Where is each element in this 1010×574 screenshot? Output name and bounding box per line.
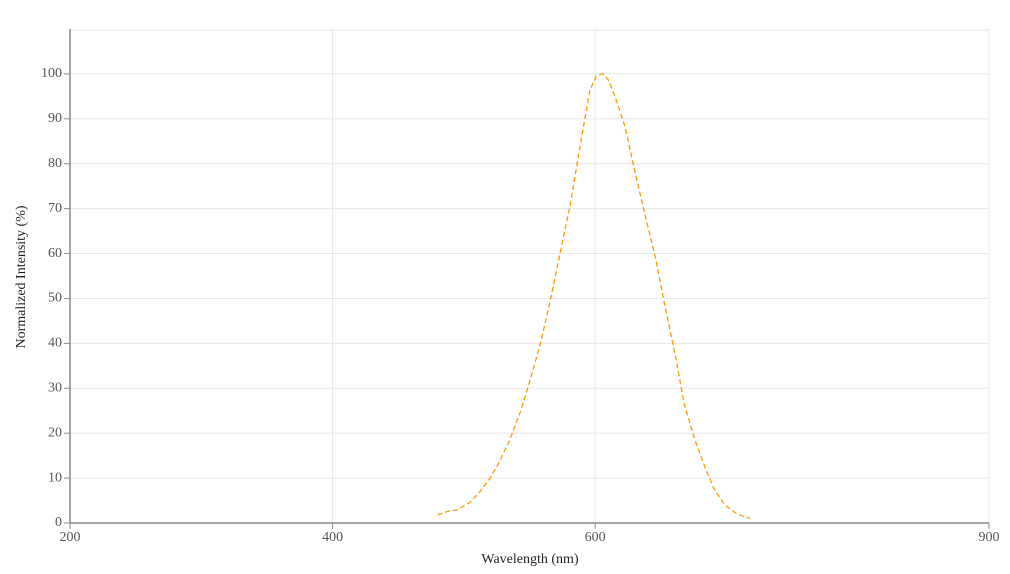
plot-frame [69,29,990,524]
data-line [437,73,751,519]
y-tick-label: 60 [48,246,62,261]
y-tick-label: 20 [48,425,62,440]
x-tick-label: 200 [60,530,81,545]
y-tick-label: 80 [48,156,62,171]
x-axis-title: Wavelength (nm) [481,552,579,567]
y-tick-label: 30 [48,380,62,395]
y-tick-label: 70 [48,201,62,216]
y-tick-label: 10 [48,470,62,485]
x-tick-label: 400 [322,530,343,545]
y-axis-title: Normalized Intensity (%) [14,205,29,348]
y-tick-label: 50 [48,291,62,306]
y-tick-label: 0 [55,515,62,530]
x-tick-label: 900 [979,530,1000,545]
x-tick-label: 600 [585,530,606,545]
y-tick-label: 90 [48,111,62,126]
y-tick-label: 40 [48,336,62,351]
y-tick-label: 100 [41,66,62,81]
